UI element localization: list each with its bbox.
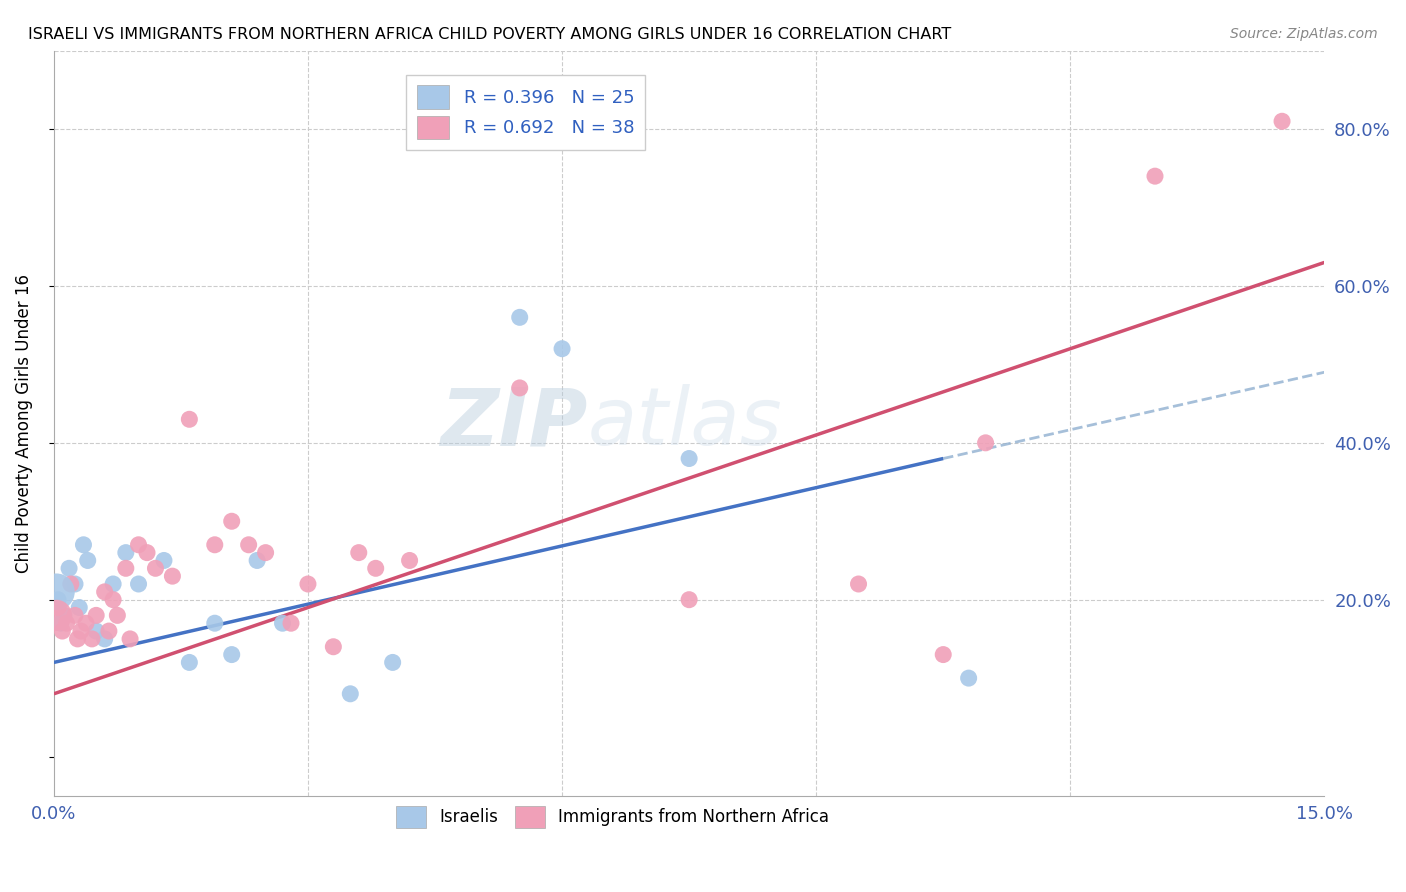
Point xyxy=(105,608,128,623)
Point xyxy=(398,553,420,567)
Point xyxy=(204,538,226,552)
Point xyxy=(49,616,72,631)
Point xyxy=(97,624,120,638)
Point xyxy=(848,577,870,591)
Point xyxy=(67,600,90,615)
Text: ISRAELI VS IMMIGRANTS FROM NORTHERN AFRICA CHILD POVERTY AMONG GIRLS UNDER 16 CO: ISRAELI VS IMMIGRANTS FROM NORTHERN AFRI… xyxy=(28,27,952,42)
Point xyxy=(75,616,97,631)
Point xyxy=(221,648,243,662)
Point xyxy=(76,553,98,567)
Point xyxy=(974,435,997,450)
Point xyxy=(45,608,67,623)
Text: Source: ZipAtlas.com: Source: ZipAtlas.com xyxy=(1230,27,1378,41)
Point xyxy=(364,561,387,575)
Point xyxy=(53,608,76,623)
Point xyxy=(1143,169,1166,183)
Point xyxy=(46,600,69,615)
Point xyxy=(678,592,700,607)
Point xyxy=(246,553,269,567)
Point xyxy=(120,632,142,646)
Point xyxy=(114,546,136,560)
Point xyxy=(381,656,404,670)
Point xyxy=(145,561,167,575)
Text: atlas: atlas xyxy=(588,384,782,462)
Point xyxy=(162,569,184,583)
Point xyxy=(70,624,93,638)
Point xyxy=(93,632,115,646)
Point xyxy=(59,577,82,591)
Point xyxy=(179,412,201,426)
Point xyxy=(153,553,176,567)
Text: ZIP: ZIP xyxy=(440,384,588,462)
Point xyxy=(114,561,136,575)
Point xyxy=(101,577,124,591)
Point xyxy=(339,687,361,701)
Point xyxy=(72,538,94,552)
Point xyxy=(509,310,531,325)
Point xyxy=(80,632,103,646)
Point xyxy=(84,624,107,638)
Point xyxy=(280,616,302,631)
Point xyxy=(84,608,107,623)
Point xyxy=(136,546,159,560)
Point xyxy=(45,584,67,599)
Point xyxy=(271,616,294,631)
Point xyxy=(254,546,277,560)
Point xyxy=(128,538,150,552)
Point xyxy=(63,577,86,591)
Point xyxy=(238,538,260,552)
Point xyxy=(63,608,86,623)
Point xyxy=(66,632,89,646)
Point xyxy=(347,546,370,560)
Point xyxy=(93,584,115,599)
Point xyxy=(221,514,243,528)
Point xyxy=(297,577,319,591)
Point xyxy=(204,616,226,631)
Point xyxy=(128,577,150,591)
Point xyxy=(55,616,77,631)
Point xyxy=(51,624,73,638)
Point xyxy=(509,381,531,395)
Point xyxy=(46,592,69,607)
Point xyxy=(678,451,700,466)
Point xyxy=(58,561,80,575)
Point xyxy=(179,656,201,670)
Y-axis label: Child Poverty Among Girls Under 16: Child Poverty Among Girls Under 16 xyxy=(15,274,32,573)
Point xyxy=(1271,114,1294,128)
Legend: R = 0.396   N = 25, R = 0.692   N = 38: R = 0.396 N = 25, R = 0.692 N = 38 xyxy=(406,75,645,150)
Point xyxy=(932,648,955,662)
Point xyxy=(957,671,980,685)
Point xyxy=(551,342,574,356)
Point xyxy=(101,592,124,607)
Point xyxy=(322,640,344,654)
